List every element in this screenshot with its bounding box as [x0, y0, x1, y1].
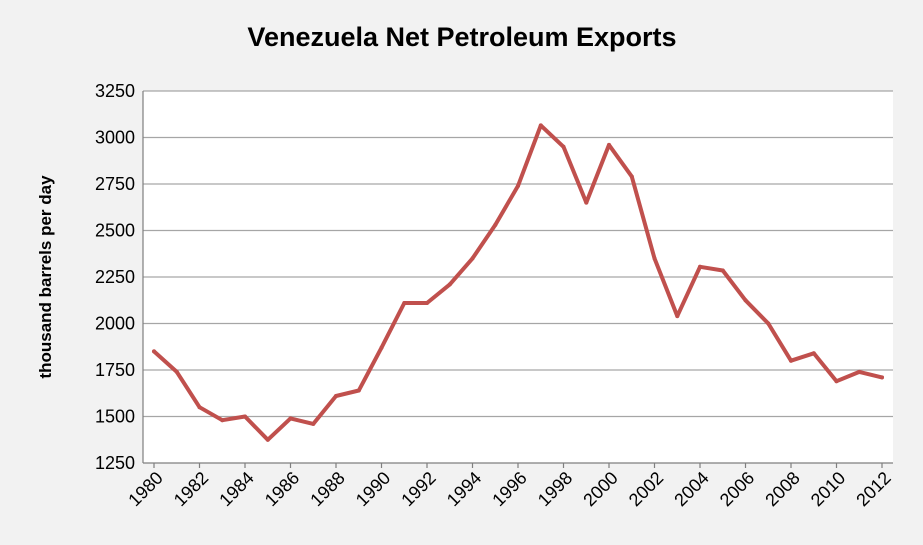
- data-point-2000: [607, 142, 611, 147]
- y-tick-1750: 1750: [95, 360, 135, 380]
- data-point-2005: [720, 268, 725, 273]
- data-point-1981: [174, 369, 179, 374]
- data-point-2003: [675, 314, 680, 319]
- data-point-1992: [425, 301, 429, 305]
- data-point-2002: [652, 256, 657, 261]
- x-tick-1986: 1986: [261, 468, 303, 510]
- y-axis-label: thousand barrels per day: [36, 175, 55, 379]
- data-point-1990: [379, 345, 384, 350]
- y-tick-2250: 2250: [95, 267, 135, 287]
- data-point-1988: [334, 394, 338, 398]
- y-tick-labels: 1250 1500 1750 2000 2250 2500 2750 3000 3250: [95, 81, 135, 473]
- data-point-2010: [834, 379, 839, 384]
- data-point-2011: [857, 369, 862, 374]
- data-point-2006: [743, 298, 748, 303]
- data-point-1998: [561, 144, 566, 149]
- data-point-1985: [265, 437, 270, 442]
- data-point-2012: [880, 375, 884, 380]
- data-point-2007: [766, 321, 771, 326]
- data-point-1982: [197, 405, 202, 410]
- x-tick-1990: 1990: [352, 468, 394, 510]
- data-point-1994: [470, 256, 475, 261]
- x-tick-1996: 1996: [488, 468, 530, 510]
- data-point-2001: [629, 174, 634, 179]
- y-tick-1250: 1250: [95, 453, 135, 473]
- y-tick-2750: 2750: [95, 174, 135, 194]
- chart-title: Venezuela Net Petroleum Exports: [247, 22, 676, 52]
- data-point-1997: [538, 123, 543, 128]
- x-tick-labels: 1980 1982 1984 1986 1988 1990 1992 1994 1996 1998…: [124, 468, 894, 510]
- data-point-1980: [152, 349, 156, 354]
- data-point-1987: [311, 421, 316, 426]
- x-tick-2012: 2012: [852, 468, 894, 510]
- axes: [142, 91, 893, 468]
- data-point-1993: [447, 282, 452, 287]
- x-tick-2006: 2006: [716, 468, 758, 510]
- y-tick-2000: 2000: [95, 314, 135, 334]
- x-tick-1994: 1994: [443, 468, 485, 510]
- x-tick-1998: 1998: [534, 468, 576, 510]
- x-tick-1992: 1992: [397, 468, 439, 510]
- data-point-2008: [789, 358, 793, 363]
- x-tick-2010: 2010: [807, 468, 849, 510]
- data-point-1991: [402, 301, 407, 305]
- y-tick-3000: 3000: [95, 128, 135, 148]
- x-tick-1988: 1988: [306, 468, 348, 510]
- y-tick-1500: 1500: [95, 407, 135, 427]
- x-tick-2004: 2004: [670, 468, 712, 510]
- data-point-1989: [356, 388, 361, 393]
- x-tick-2000: 2000: [579, 468, 621, 510]
- data-point-2009: [811, 351, 816, 356]
- data-point-1986: [288, 416, 293, 421]
- x-tick-1984: 1984: [215, 468, 257, 510]
- data-point-1996: [516, 183, 520, 188]
- series-group: [152, 123, 884, 442]
- x-tick-2002: 2002: [625, 468, 667, 510]
- x-tick-1982: 1982: [170, 468, 212, 510]
- data-point-2004: [698, 264, 702, 269]
- data-point-1999: [584, 200, 589, 205]
- data-point-1983: [220, 418, 225, 423]
- y-tick-3250: 3250: [95, 81, 135, 101]
- y-tick-2500: 2500: [95, 221, 135, 241]
- data-point-1995: [493, 222, 498, 227]
- x-tick-2008: 2008: [761, 468, 803, 510]
- data-point-1984: [243, 414, 247, 419]
- x-tick-1980: 1980: [124, 468, 166, 510]
